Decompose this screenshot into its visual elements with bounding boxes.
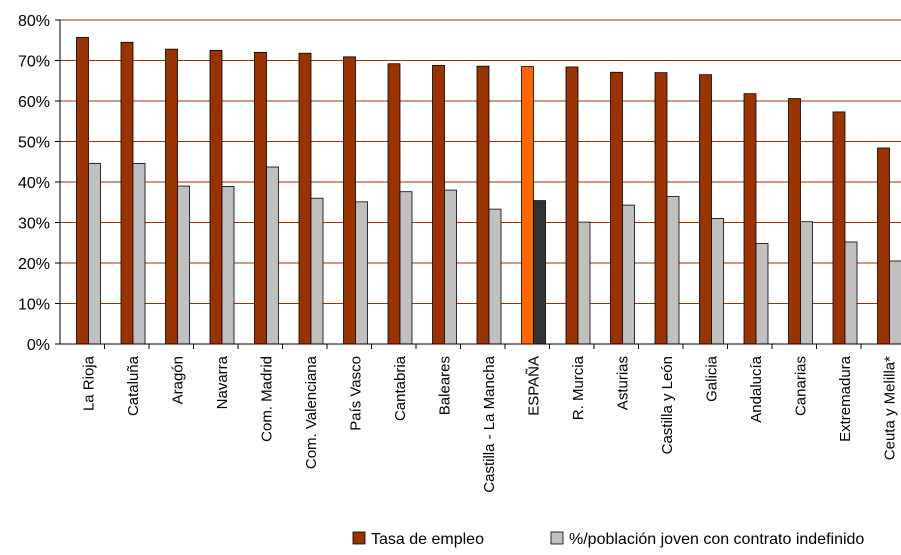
bar-tasa-de-empleo-r-murcia <box>565 66 579 345</box>
category-label-navarra: Navarra <box>214 355 231 409</box>
bar-poblacion-joven-con-contrato-indefinido-asturias <box>622 204 635 345</box>
y-tick-label: 0% <box>27 337 50 354</box>
category-label-ceuta-y-melilla: Ceuta y Melilla* <box>882 356 899 460</box>
category-label-andalucia: Andalucía <box>748 355 765 422</box>
bars <box>76 37 901 345</box>
bar-poblacion-joven-con-contrato-indefinido-ceuta-y-melilla <box>889 260 901 345</box>
category-label-espana: ESPAÑA <box>526 356 543 416</box>
bar-poblacion-joven-con-contrato-indefinido-galicia <box>711 218 724 345</box>
y-tick-label: 20% <box>18 256 50 273</box>
bar-poblacion-joven-con-contrato-indefinido-pais-vasco <box>355 201 368 345</box>
category-label-com-valenciana: Com. Valenciana <box>303 355 320 469</box>
legend-swatch-contrato-indefinido <box>550 531 564 545</box>
y-tick-label: 70% <box>18 54 50 71</box>
bar-poblacion-joven-con-contrato-indefinido-la-rioja <box>88 162 101 345</box>
bar-poblacion-joven-con-contrato-indefinido-navarra <box>221 186 235 345</box>
bar-tasa-de-empleo-com-valenciana <box>298 52 312 345</box>
category-label-cantabria: Cantabria <box>392 355 409 421</box>
category-label-castilla-y-leon: Castilla y León <box>659 356 676 454</box>
bar-tasa-de-empleo-la-rioja <box>76 37 89 345</box>
y-tick-label: 10% <box>18 297 50 314</box>
bar-poblacion-joven-con-contrato-indefinido-com-madrid <box>266 166 279 345</box>
bar-tasa-de-empleo-castilla-y-leon <box>654 72 668 345</box>
legend-label-contrato-indefinido: %/población joven con contrato indefinid… <box>569 531 864 548</box>
bar-poblacion-joven-con-contrato-indefinido-canarias <box>800 221 813 345</box>
bar-poblacion-joven-con-contrato-indefinido-extremadura <box>844 241 858 345</box>
bar-tasa-de-empleo-com-madrid <box>254 52 267 345</box>
bar-poblacion-joven-con-contrato-indefinido-aragon <box>177 185 190 345</box>
x-axis-category-labels: La Rioja Cataluña Aragón Navarra Com. Madrid… <box>81 355 899 492</box>
category-label-pais-vasco: País Vasco <box>348 356 365 431</box>
category-label-galicia: Galicia <box>704 355 721 402</box>
bar-tasa-de-empleo-extremadura <box>832 111 846 345</box>
y-tick-label: 30% <box>18 216 50 233</box>
bar-tasa-de-empleo-andalucia <box>743 93 757 345</box>
category-label-asturias: Asturias <box>615 356 632 410</box>
category-label-canarias: Canarias <box>793 356 810 416</box>
category-label-com-madrid: Com. Madrid <box>259 356 276 442</box>
bar-tasa-de-empleo-galicia <box>699 74 712 345</box>
bar-tasa-de-empleo-asturias <box>610 71 623 345</box>
axes <box>55 19 901 349</box>
y-tick-label: 40% <box>18 175 50 192</box>
bar-tasa-de-empleo-aragon <box>165 48 178 345</box>
bar-tasa-de-empleo-cataluna <box>120 41 134 345</box>
category-label-baleares: Baleares <box>437 356 454 415</box>
bar-poblacion-joven-con-contrato-indefinido-castilla-la-mancha <box>488 208 502 345</box>
bar-poblacion-joven-con-contrato-indefinido-cantabria <box>399 191 413 345</box>
category-label-castilla-la-mancha: Castilla - La Mancha <box>481 355 498 492</box>
category-label-la-rioja: La Rioja <box>81 355 98 411</box>
y-tick-label: 60% <box>18 94 50 111</box>
bar-tasa-de-empleo-castilla-la-mancha <box>476 65 490 345</box>
category-label-extremadura: Extremadura <box>837 355 854 442</box>
y-axis-tick-labels: 0% 10% 20% 30% 40% 50% 60% 70% 80% <box>18 13 50 354</box>
bar-poblacion-joven-con-contrato-indefinido-andalucia <box>755 243 769 345</box>
category-label-r-murcia: R. Murcia <box>570 355 587 420</box>
y-tick-label: 50% <box>18 135 50 152</box>
legend-swatch-tasa-de-empleo <box>352 531 366 545</box>
bar-poblacion-joven-con-contrato-indefinido-com-valenciana <box>310 197 324 345</box>
bar-tasa-de-empleo-espana <box>521 66 534 345</box>
bar-tasa-de-empleo-navarra <box>209 49 223 345</box>
bar-tasa-de-empleo-ceuta-y-melilla <box>877 147 890 345</box>
bar-tasa-de-empleo-baleares <box>432 64 445 345</box>
y-tick-label: 80% <box>18 13 50 30</box>
legend-label-tasa-de-empleo: Tasa de empleo <box>371 531 484 548</box>
bar-tasa-de-empleo-canarias <box>788 98 801 345</box>
bar-poblacion-joven-con-contrato-indefinido-r-murcia <box>577 221 591 345</box>
category-label-aragon: Aragón <box>170 356 187 404</box>
bar-tasa-de-empleo-cantabria <box>387 63 401 345</box>
category-label-cataluna: Cataluña <box>125 355 142 416</box>
bar-tasa-de-empleo-pais-vasco <box>343 56 356 345</box>
bar-poblacion-joven-con-contrato-indefinido-espana <box>533 200 546 345</box>
legend: Tasa de empleo %/población joven con con… <box>352 531 864 548</box>
bar-poblacion-joven-con-contrato-indefinido-cataluna <box>132 162 146 345</box>
bar-poblacion-joven-con-contrato-indefinido-baleares <box>444 189 457 345</box>
bar-poblacion-joven-con-contrato-indefinido-castilla-y-leon <box>666 196 680 345</box>
